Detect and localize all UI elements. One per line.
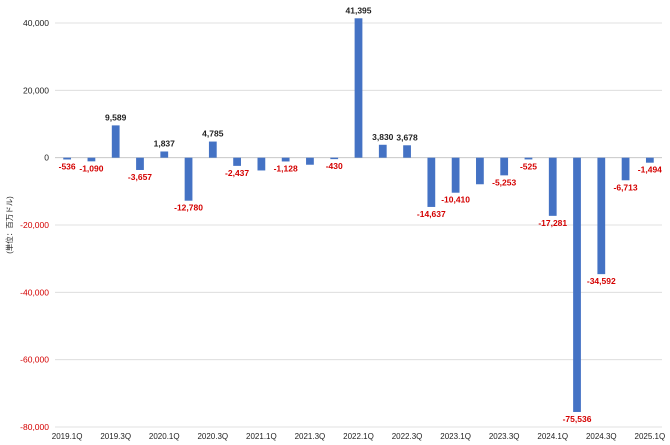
y-tick-label: -80,000: [20, 422, 49, 432]
bars: [63, 18, 654, 412]
data-label: -12,780: [174, 203, 203, 213]
y-tick-label: 20,000: [23, 85, 49, 95]
data-label: -17,281: [538, 218, 567, 228]
bar: [597, 157, 606, 275]
data-label: -1,494: [638, 165, 662, 175]
y-tick-label: 40,000: [23, 18, 49, 28]
bar: [621, 157, 630, 181]
bar: [160, 151, 169, 158]
x-tick-label: 2022.3Q: [392, 432, 423, 441]
x-tick-label: 2021.1Q: [246, 432, 277, 441]
bar: [208, 141, 217, 158]
bar: [87, 157, 96, 162]
bar: [548, 157, 557, 216]
x-axis-ticks: 2019.1Q 2019.3Q 2020.1Q 2020.3Q 2021.1Q 2021.…: [52, 432, 665, 441]
bar: [573, 157, 581, 412]
x-tick-label: 2024.1Q: [537, 432, 568, 441]
data-label: -10,410: [441, 195, 470, 205]
x-tick-label: 2020.1Q: [149, 432, 180, 441]
x-tick-label: 2020.3Q: [197, 432, 228, 441]
bar: [63, 157, 72, 160]
data-label: 3,830: [372, 132, 394, 142]
bar: [354, 18, 363, 158]
y-tick-label: -60,000: [20, 355, 49, 365]
bar: [476, 157, 484, 185]
data-label: -14,637: [417, 209, 446, 219]
data-label: -6,713: [614, 182, 638, 192]
x-tick-label: 2025.1Q: [635, 432, 666, 441]
data-label: -536: [59, 161, 76, 171]
bar: [257, 157, 266, 171]
data-label: 4,785: [202, 129, 224, 139]
data-label: 9,589: [105, 112, 127, 122]
data-label: -3,657: [128, 172, 152, 182]
data-label: -430: [326, 161, 343, 171]
data-labels: -536 -1,090 9,589 -3,657 1,837 -12,780 4,785 -2…: [59, 5, 663, 424]
y-tick-label: 0: [44, 153, 49, 163]
bar: [281, 157, 290, 162]
bar: [451, 157, 460, 193]
x-tick-label: 2024.3Q: [586, 432, 617, 441]
bar: [136, 157, 144, 170]
bar: [184, 157, 193, 201]
data-label: -34,592: [587, 276, 616, 286]
data-label: -2,437: [225, 168, 249, 178]
y-tick-label: -20,000: [20, 220, 49, 230]
bar: [645, 157, 654, 163]
x-tick-label: 2023.3Q: [489, 432, 520, 441]
data-label: -525: [520, 161, 537, 171]
bar: [330, 157, 339, 160]
bar: [427, 157, 436, 207]
data-label: -75,536: [563, 414, 592, 424]
data-label: 1,837: [154, 138, 176, 148]
y-axis-ticks: 40,000 20,000 0 -20,000 -40,000 -60,000 -80,00…: [20, 18, 49, 432]
y-tick-label: -40,000: [20, 287, 49, 297]
x-tick-label: 2019.1Q: [52, 432, 83, 441]
x-tick-label: 2023.1Q: [440, 432, 471, 441]
x-tick-label: 2019.3Q: [100, 432, 131, 441]
bar: [378, 144, 387, 158]
bar: [500, 157, 509, 176]
x-tick-label: 2022.1Q: [343, 432, 374, 441]
x-tick-label: 2021.3Q: [295, 432, 326, 441]
data-label: -1,128: [274, 163, 298, 173]
bar: [403, 145, 411, 158]
data-label: -1,090: [79, 163, 103, 173]
data-label: -5,253: [492, 177, 516, 187]
data-label: 41,395: [346, 5, 372, 15]
bar: [306, 157, 314, 165]
bar: [233, 157, 241, 166]
y-axis-label: (単位：百万ドル): [4, 196, 14, 254]
bar: [524, 157, 533, 160]
gridlines: [55, 22, 662, 428]
data-label: 3,678: [396, 132, 418, 142]
bar: [111, 125, 120, 158]
